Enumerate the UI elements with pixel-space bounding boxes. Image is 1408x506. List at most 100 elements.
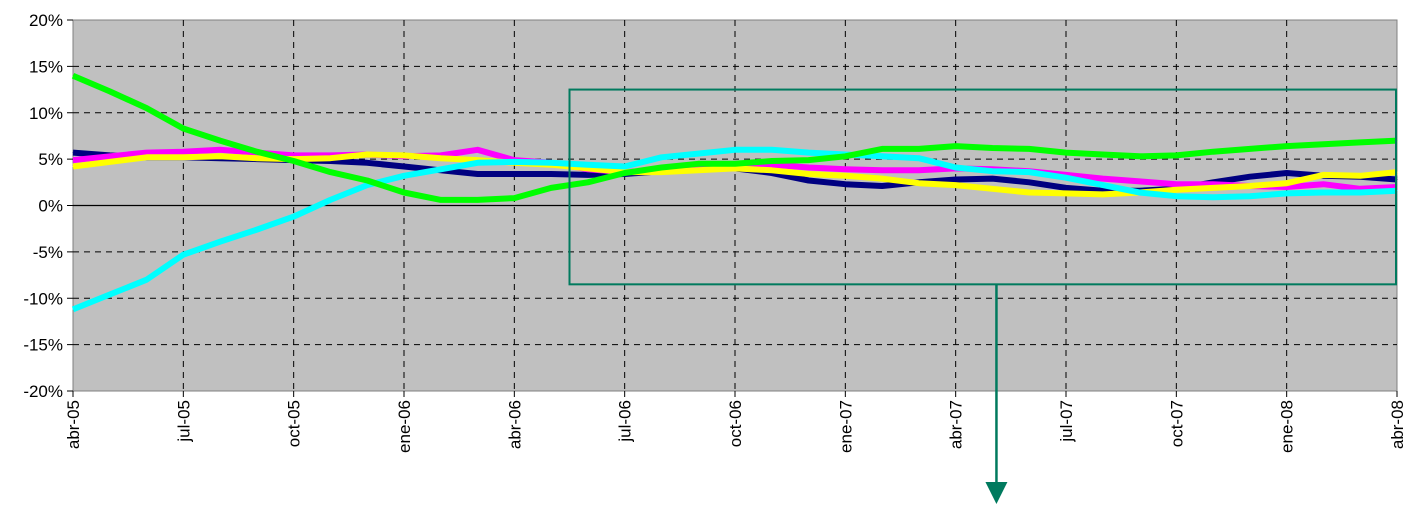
data-point bbox=[219, 241, 221, 243]
data-point bbox=[808, 179, 810, 181]
data-point bbox=[1175, 154, 1177, 156]
data-point bbox=[72, 152, 74, 154]
data-point bbox=[1322, 174, 1324, 176]
data-point bbox=[771, 149, 773, 151]
data-point bbox=[293, 154, 295, 156]
data-point bbox=[182, 151, 184, 153]
data-point bbox=[918, 169, 920, 171]
data-point bbox=[1359, 188, 1361, 190]
data-point bbox=[1028, 148, 1030, 150]
data-point bbox=[109, 161, 111, 163]
data-point bbox=[366, 153, 368, 155]
data-point bbox=[1286, 182, 1288, 184]
data-point bbox=[329, 171, 331, 173]
data-point bbox=[329, 199, 331, 201]
data-point bbox=[366, 184, 368, 186]
data-point bbox=[771, 164, 773, 166]
data-point bbox=[1212, 187, 1214, 189]
y-tick-label: -10% bbox=[23, 289, 63, 308]
data-point bbox=[72, 159, 74, 161]
data-point bbox=[1102, 193, 1104, 195]
data-point bbox=[513, 161, 515, 163]
data-point bbox=[881, 185, 883, 187]
data-point bbox=[256, 229, 258, 231]
data-point bbox=[1065, 187, 1067, 189]
data-point bbox=[660, 171, 662, 173]
data-point bbox=[1175, 189, 1177, 191]
data-point bbox=[72, 308, 74, 310]
data-point bbox=[1065, 152, 1067, 154]
gridlines bbox=[73, 20, 1397, 391]
data-point bbox=[1028, 181, 1030, 183]
data-point bbox=[440, 157, 442, 159]
x-tick-label: jul-06 bbox=[616, 400, 635, 443]
data-point bbox=[219, 155, 221, 157]
x-tick-label: oct-07 bbox=[1167, 400, 1186, 447]
data-point bbox=[1212, 196, 1214, 198]
data-point bbox=[808, 166, 810, 168]
data-point bbox=[955, 145, 957, 147]
data-point bbox=[624, 166, 626, 168]
data-point bbox=[734, 167, 736, 169]
y-tick-label: 5% bbox=[38, 150, 63, 169]
data-point bbox=[477, 162, 479, 164]
x-tick-label: oct-06 bbox=[726, 400, 745, 447]
data-point bbox=[182, 254, 184, 256]
data-point bbox=[991, 178, 993, 180]
data-point bbox=[403, 175, 405, 177]
data-point bbox=[955, 166, 957, 168]
data-point bbox=[1139, 180, 1141, 182]
data-point bbox=[1139, 155, 1141, 157]
x-tick-label: ene-08 bbox=[1278, 400, 1297, 453]
arrow-head bbox=[985, 482, 1008, 504]
y-axis-ticks: 20% 15% 10% 5% 0% -5% -10% -15% -20% bbox=[23, 11, 73, 401]
data-point bbox=[1028, 171, 1030, 173]
data-point bbox=[1028, 192, 1030, 194]
data-point bbox=[109, 155, 111, 157]
data-point bbox=[1102, 178, 1104, 180]
data-point bbox=[991, 188, 993, 190]
data-point bbox=[808, 152, 810, 154]
data-point bbox=[991, 170, 993, 172]
y-tick-label: 0% bbox=[38, 197, 63, 216]
data-point bbox=[660, 166, 662, 168]
data-point bbox=[477, 199, 479, 201]
data-point bbox=[146, 279, 148, 281]
data-point bbox=[808, 173, 810, 175]
data-point bbox=[1322, 143, 1324, 145]
series-group bbox=[71, 72, 1398, 313]
data-point bbox=[587, 164, 589, 166]
y-tick-label: -15% bbox=[23, 336, 63, 355]
data-point bbox=[72, 75, 74, 77]
data-point bbox=[1065, 192, 1067, 194]
y-tick-label: -5% bbox=[33, 243, 63, 262]
data-point bbox=[550, 162, 552, 164]
data-point bbox=[1249, 148, 1251, 150]
data-point bbox=[72, 166, 74, 168]
data-point bbox=[697, 163, 699, 165]
data-point bbox=[329, 157, 331, 159]
x-tick-label: abr-08 bbox=[1388, 400, 1407, 449]
highlight-box bbox=[568, 88, 1397, 286]
data-point bbox=[1322, 192, 1324, 194]
data-point bbox=[1286, 172, 1288, 174]
data-point bbox=[1065, 177, 1067, 179]
data-point bbox=[366, 179, 368, 181]
data-point bbox=[440, 199, 442, 201]
data-point bbox=[881, 155, 883, 157]
data-point bbox=[1212, 183, 1214, 185]
y-tick-label: 20% bbox=[29, 11, 63, 30]
data-point bbox=[1102, 190, 1104, 192]
data-point bbox=[256, 151, 258, 153]
data-point bbox=[109, 90, 111, 92]
data-point bbox=[146, 152, 148, 154]
data-point bbox=[366, 162, 368, 164]
data-point bbox=[771, 169, 773, 171]
data-point bbox=[881, 169, 883, 171]
data-point bbox=[146, 107, 148, 109]
data-point bbox=[1359, 175, 1361, 177]
data-point bbox=[219, 149, 221, 151]
data-point bbox=[477, 173, 479, 175]
data-point bbox=[918, 182, 920, 184]
data-point bbox=[403, 154, 405, 156]
